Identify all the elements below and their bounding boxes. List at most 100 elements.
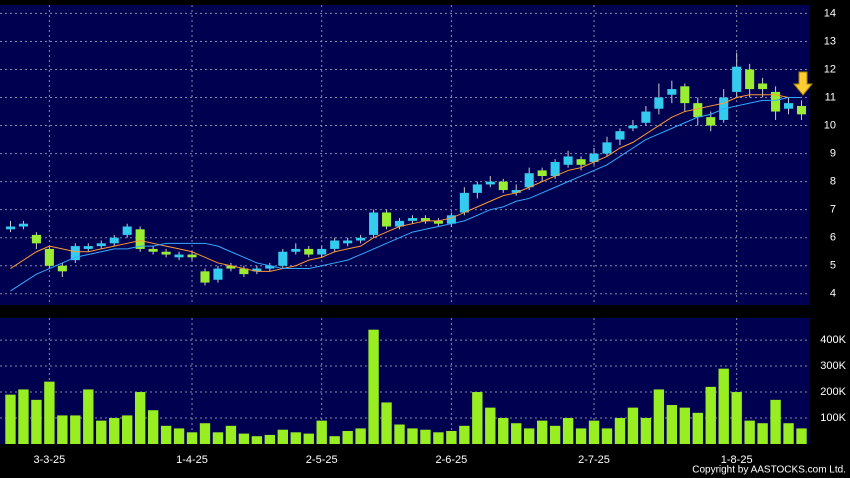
candle-body	[226, 265, 236, 269]
volume-bar	[394, 424, 405, 444]
signal-arrow	[792, 71, 814, 96]
volume-bar	[109, 418, 120, 444]
candle-body	[550, 162, 560, 177]
volume-bar	[459, 425, 470, 444]
volume-bar	[511, 423, 522, 444]
volume-bar	[316, 420, 327, 444]
candle-body	[356, 237, 366, 241]
candle-body	[511, 190, 521, 193]
candle-body	[784, 103, 794, 109]
volume-bar	[173, 428, 185, 444]
candle-body	[796, 105, 807, 115]
candle-body	[407, 218, 418, 221]
volume-bar	[472, 392, 483, 444]
volume-bar	[731, 392, 742, 444]
candle-body	[654, 97, 664, 109]
candle-body	[589, 153, 599, 163]
volume-bar	[575, 428, 587, 444]
volume-bar	[653, 389, 665, 444]
volume-bar	[744, 420, 755, 444]
volume-bar	[329, 436, 340, 444]
candle-body	[18, 223, 28, 227]
candle-body	[70, 246, 80, 261]
volume-bar	[134, 392, 146, 444]
candle-body	[57, 265, 67, 272]
volume-bar	[5, 394, 16, 444]
volume-bar	[549, 425, 561, 444]
x-tick-label: 1-8-25	[721, 454, 753, 466]
volume-bar	[83, 389, 94, 444]
candle-body	[200, 271, 210, 283]
volume-bar	[446, 431, 457, 444]
volume-bar	[627, 407, 639, 444]
candle-body	[109, 237, 119, 244]
candle-body	[732, 66, 742, 92]
candle-body	[576, 159, 586, 165]
volume-bar	[420, 429, 431, 444]
candle-body	[758, 83, 768, 90]
candle-body	[771, 91, 781, 112]
plot-layer: 3-3-25 1-4-25 2-5-25 2-6-25 2-7-25 1-8-25 4 5 6 7…	[0, 5, 847, 466]
candle-body	[524, 173, 534, 188]
volume-bar	[485, 407, 496, 444]
volume-bar	[498, 418, 509, 444]
candle-body	[135, 229, 145, 249]
volume-bar	[433, 432, 444, 444]
candle-body	[420, 218, 430, 221]
candle-body	[343, 240, 353, 244]
y-tick-label: 100K	[820, 412, 846, 424]
candle-body	[615, 131, 625, 140]
candle-body	[563, 156, 573, 165]
moving-average	[10, 94, 802, 272]
x-tick-label: 3-3-25	[33, 454, 65, 466]
candle-body	[265, 265, 275, 269]
candle-body	[148, 248, 158, 252]
y-tick-label: 5	[830, 260, 836, 272]
volume-bar	[588, 420, 600, 444]
candle-body	[369, 212, 379, 235]
volume-bar	[796, 428, 807, 444]
y-tick-label: 12	[824, 63, 836, 75]
price-panel	[0, 5, 810, 305]
volume-bar	[614, 418, 626, 444]
candle-body	[472, 184, 482, 193]
volume-bar	[757, 423, 768, 444]
candle-body	[680, 86, 690, 104]
y-tick-label: 9	[830, 148, 836, 160]
y-tick-label: 4	[830, 288, 836, 300]
candle-body	[278, 251, 288, 266]
y-tick-label: 7	[830, 204, 836, 216]
volume-bar	[407, 428, 418, 444]
x-tick-label: 2-5-25	[306, 454, 338, 466]
x-tick-label: 2-6-25	[435, 454, 467, 466]
volume-bar	[666, 405, 678, 444]
volume-bar	[186, 432, 198, 444]
candle-body	[31, 234, 41, 244]
y-tick-label: 6	[830, 232, 836, 244]
volume-bar	[238, 433, 250, 444]
volume-bar	[524, 428, 535, 444]
candle-body	[433, 220, 443, 224]
volume-bar	[679, 407, 690, 444]
candle-body	[446, 215, 456, 224]
volume-bar	[303, 433, 314, 444]
moving-average	[10, 97, 802, 292]
y-tick-label: 400K	[820, 334, 846, 346]
volume-bar	[18, 389, 29, 444]
y-tick-label: 200K	[820, 386, 846, 398]
volume-bar	[122, 415, 133, 444]
candle-body	[304, 248, 314, 255]
y-tick-label: 8	[830, 176, 836, 188]
y-tick-label: 11	[825, 91, 836, 103]
volume-bar	[601, 428, 613, 444]
volume-bar	[783, 423, 794, 444]
volume-bar	[718, 368, 729, 444]
volume-bar	[199, 423, 211, 444]
candle-body	[252, 268, 262, 272]
candle-body	[122, 226, 132, 235]
volume-bar	[692, 412, 703, 444]
x-tick-label: 1-4-25	[176, 454, 208, 466]
candle-body	[96, 243, 106, 247]
candle-body	[161, 251, 171, 255]
